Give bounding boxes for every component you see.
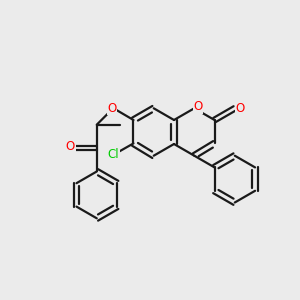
Text: O: O (193, 100, 203, 113)
Text: O: O (236, 102, 245, 115)
Text: O: O (66, 140, 75, 153)
Text: Cl: Cl (107, 148, 119, 161)
Text: O: O (107, 102, 116, 115)
